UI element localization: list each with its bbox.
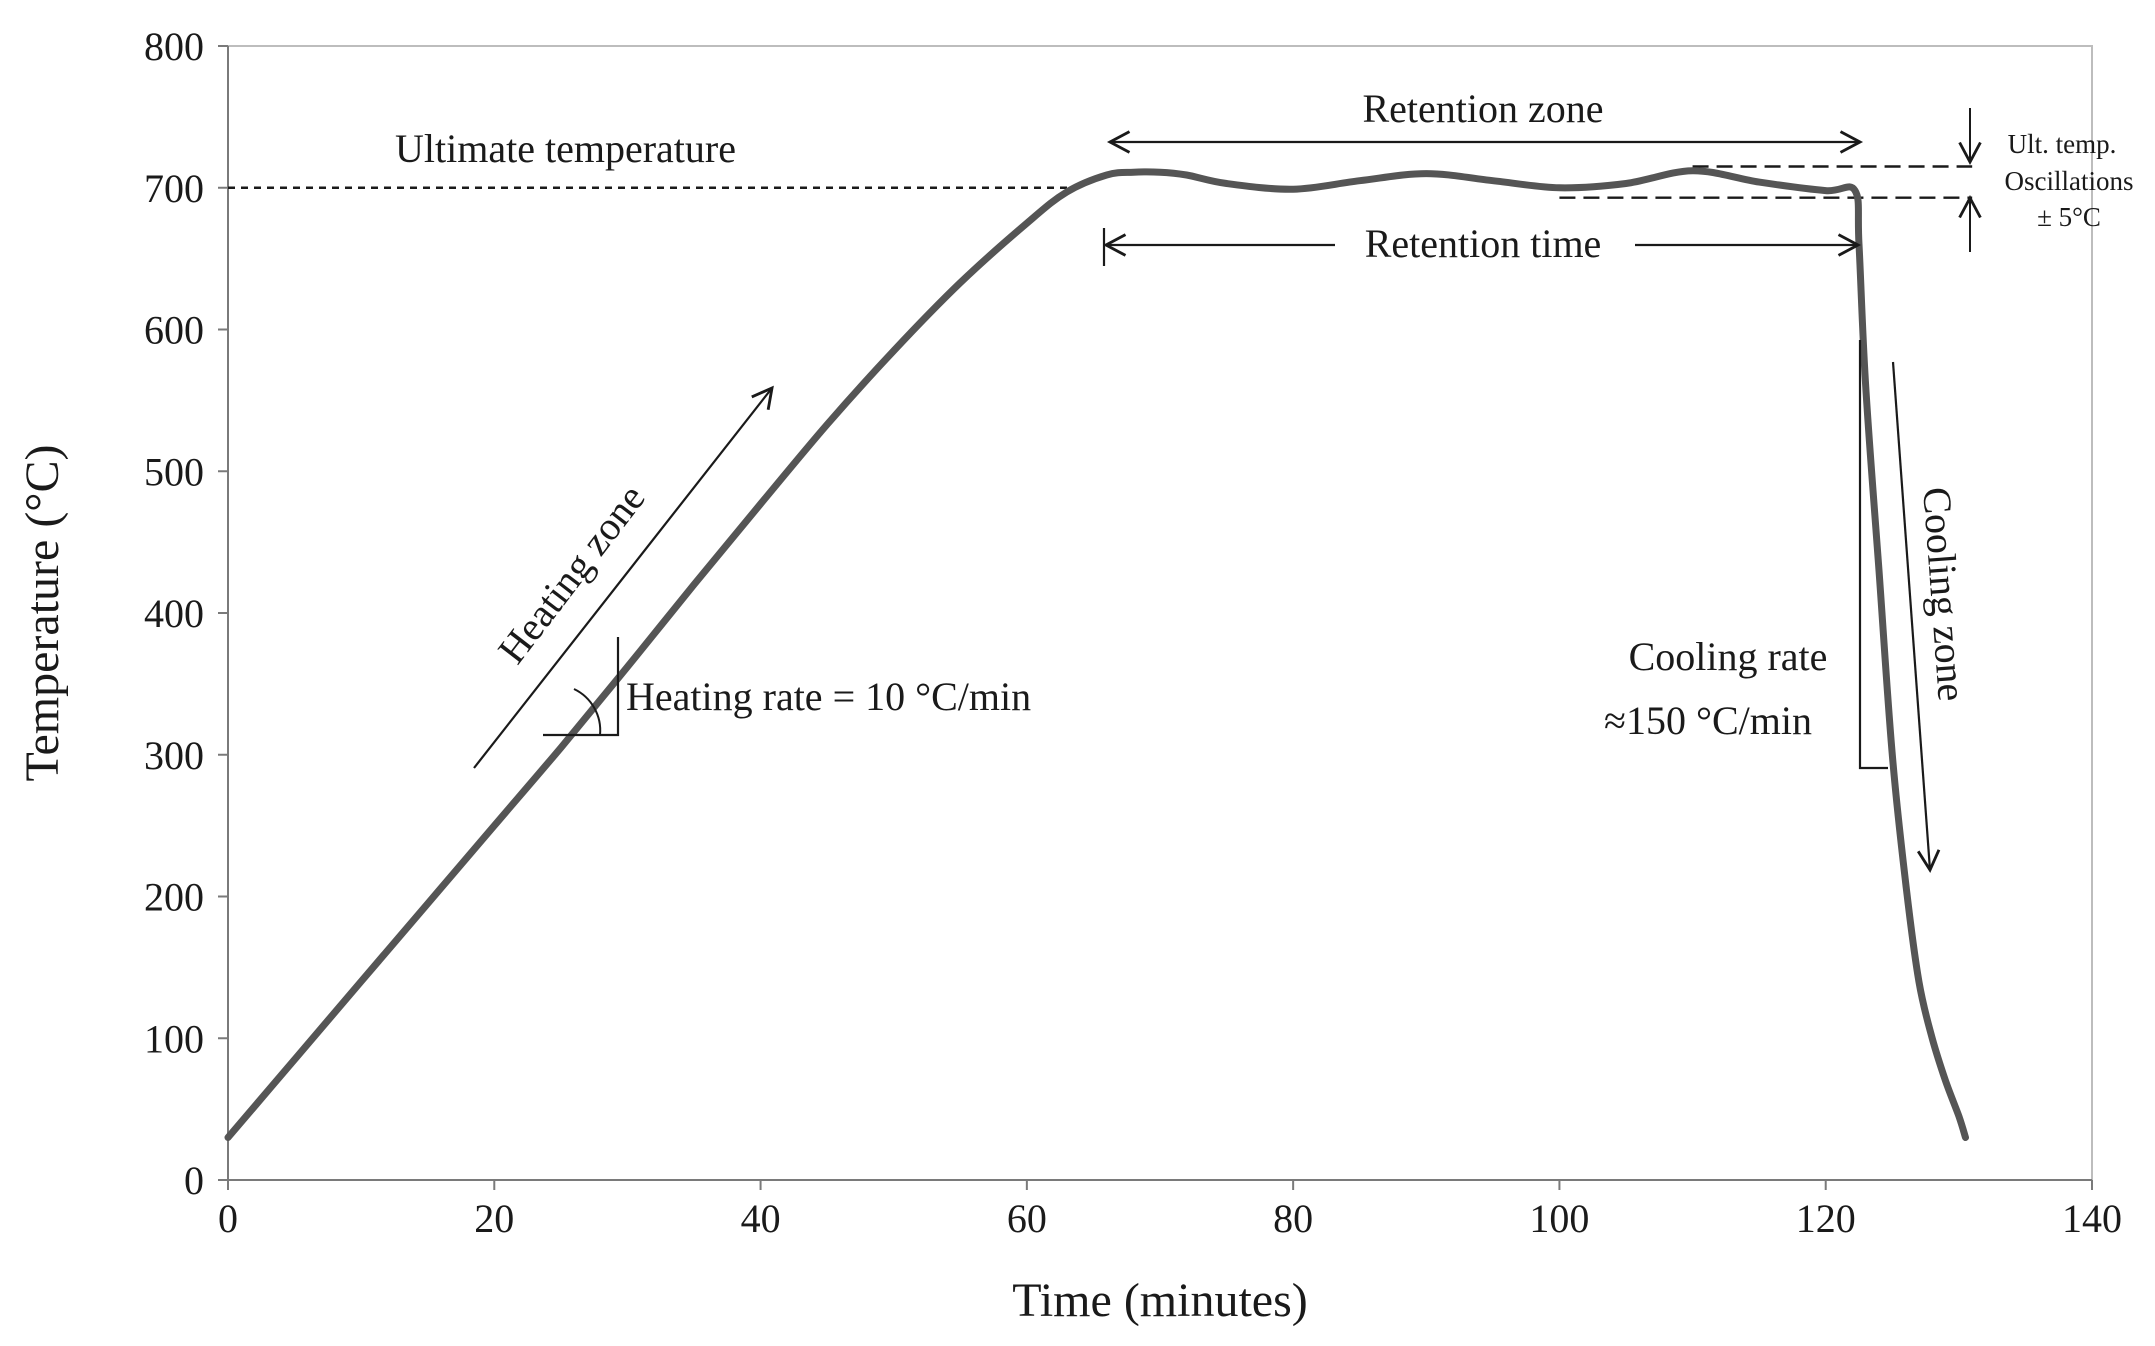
- x-tick-label: 0: [218, 1196, 238, 1241]
- heating-rate-triangle: [543, 637, 620, 737]
- y-tick-label: 600: [144, 308, 204, 353]
- retention-time-label-bg: [1335, 218, 1635, 268]
- heating-rate-label: Heating rate = 10 °C/min: [626, 674, 1031, 719]
- y-axis-label: Temperature (°C): [16, 444, 69, 781]
- cooling-rate-label-line2: ≈150 °C/min: [1604, 698, 1812, 743]
- oscillation-label-line2: Oscillations: [2005, 166, 2134, 196]
- plot-area-frame: [227, 45, 2093, 1181]
- heating-zone-arrow: [473, 385, 774, 769]
- ultimate-temperature-label: Ultimate temperature: [395, 126, 736, 171]
- y-tick-label: 100: [144, 1016, 204, 1061]
- reference-lines: [228, 165, 1973, 199]
- x-tick-label: 60: [1007, 1196, 1047, 1241]
- oscillation-label-line3: ± 5°C: [2037, 202, 2101, 232]
- y-tick-label: 800: [144, 24, 204, 69]
- oscillation-label-line1: Ult. temp.: [2008, 129, 2117, 159]
- y-tick-label: 400: [144, 591, 204, 636]
- cooling-rate-triangle: [1858, 340, 1888, 770]
- y-tick-label: 700: [144, 166, 204, 211]
- x-tick-label: 100: [1529, 1196, 1589, 1241]
- heating-rate-angle-arc: [573, 688, 602, 736]
- y-tick-label: 300: [144, 733, 204, 778]
- retention-zone-label-bg: [1330, 82, 1640, 130]
- x-axis-ticks: 0 20 40 60 80 100 120 140: [218, 1180, 2122, 1241]
- temperature-series-line: [224, 167, 1969, 1141]
- y-axis-ticks: 0 100 200 300 400 500 600 700 800: [144, 24, 228, 1203]
- x-tick-label: 80: [1273, 1196, 1313, 1241]
- cooling-rate-label-line1: Cooling rate: [1629, 634, 1828, 679]
- cooling-zone-arrow: [1891, 361, 1941, 874]
- x-tick-label: 40: [741, 1196, 781, 1241]
- retention-zone-label: Retention zone: [1362, 86, 1603, 131]
- x-axis-label: Time (minutes): [1012, 1274, 1308, 1327]
- x-tick-label: 20: [474, 1196, 514, 1241]
- x-tick-label: 120: [1796, 1196, 1856, 1241]
- cooling-zone-label: Cooling zone: [1914, 485, 1975, 702]
- y-tick-label: 500: [144, 449, 204, 494]
- retention-time-label: Retention time: [1365, 221, 1602, 266]
- y-tick-label: 0: [184, 1158, 204, 1203]
- y-tick-label: 200: [144, 875, 204, 920]
- x-tick-label: 140: [2062, 1196, 2122, 1241]
